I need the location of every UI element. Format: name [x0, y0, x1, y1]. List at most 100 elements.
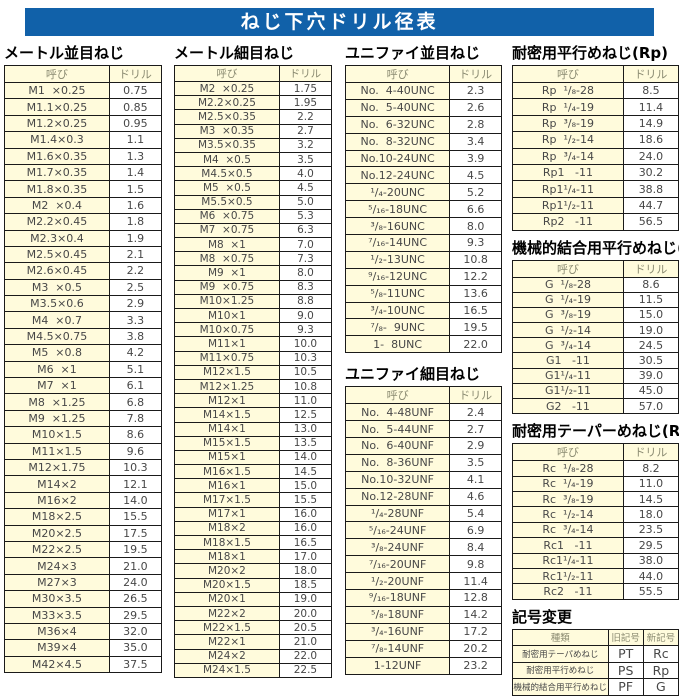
thread-name-cell: G ³/₄-14	[512, 337, 624, 354]
drill-value-cell: 32.0	[108, 622, 163, 641]
thread-name-cell: M3 ×0.5	[4, 278, 110, 297]
table-row: G2 -11 57.0	[512, 398, 679, 415]
table-row: M7 ×0.75 6.3	[174, 222, 333, 239]
table-row: M2.2×0.25 1.95	[174, 95, 333, 111]
drill-value-cell: 14.0	[278, 449, 333, 466]
section-title-symbol-change: 記号変更	[512, 607, 573, 626]
drill-value-cell: 18.5	[278, 577, 333, 593]
drill-value-cell: 5.1	[108, 360, 163, 379]
thread-name-cell: M3.5×0.35	[174, 137, 280, 153]
thread-name-cell: M2.6×0.45	[4, 262, 110, 280]
column-header: ドリル	[449, 386, 502, 405]
thread-name-cell: No.10-32UNF	[344, 470, 451, 489]
table-row: Rc ¹/₄-19 11.0	[512, 475, 679, 492]
thread-name-cell: M11×1.5	[4, 442, 110, 460]
thread-name-cell: ⁹/₁₆-18UNF	[344, 589, 451, 607]
thread-name-cell: M10×1	[174, 307, 280, 324]
section-title-unified-coarse: ユニファイ並目ねじ	[345, 44, 481, 62]
table-row: ¹/₂-20UNF 11.4	[344, 572, 502, 591]
thread-name-cell: ⁷/₈- 9UNC	[344, 318, 451, 337]
thread-name-cell: M1.7×0.35	[4, 163, 110, 182]
drill-value-cell: 14.5	[278, 464, 333, 480]
thread-name-cell: M9 ×1	[174, 265, 280, 281]
thread-name-cell: ⁵/₈-18UNF	[344, 605, 451, 624]
table-row: No.10-32UNF 4.1	[344, 470, 502, 489]
thread-name-cell: M8 ×0.75	[174, 251, 280, 267]
thread-name-cell: Rc ¹/₂-14	[512, 506, 624, 523]
drill-value-cell: 12.5	[278, 407, 333, 423]
table-row: M12×1.5 10.5	[174, 364, 333, 380]
thread-name-cell: M11×1	[174, 336, 280, 352]
drill-value-cell: 21.0	[108, 557, 163, 575]
thread-name-cell: ³/₄-10UNC	[344, 301, 451, 320]
header-row: 呼び ドリル	[344, 65, 502, 83]
thread-name-cell: Rp ³/₈-19	[512, 114, 624, 133]
table-row: M6 ×1 5.1	[4, 360, 163, 379]
thread-name-cell: Rp ¹/₈-28	[512, 81, 624, 100]
table-row: G ³/₈-19 15.0	[512, 306, 679, 324]
thread-name-cell: M2.2×0.45	[4, 213, 110, 231]
thread-name-cell: Rp1¹/₂-11	[512, 196, 624, 215]
table-row: No. 6-40UNF 2.9	[344, 437, 502, 455]
table-row: Rc ³/₄-14 23.5	[512, 521, 679, 539]
header-row: 呼び ドリル	[4, 65, 163, 83]
table-row: Rc ¹/₈-28 8.2	[512, 460, 679, 477]
thread-name-cell: M22×1.5	[174, 620, 280, 636]
thread-name-cell: M12×1.75	[4, 458, 110, 477]
drill-value-cell: 8.2	[622, 460, 679, 477]
thread-name-cell: M2.5×0.45	[4, 245, 110, 264]
thread-name-cell: M1.2×0.25	[4, 114, 110, 133]
thread-name-cell: No. 5-44UNF	[344, 420, 451, 439]
table-row: M22×1.5 20.5	[174, 620, 333, 636]
thread-name-cell: M17×1.5	[174, 492, 280, 508]
table-row: ⁷/₁₆-20UNF 9.8	[344, 555, 502, 574]
column-pipe-threads: 耐密用平行めねじ(Rp) 呼び ドリル Rp ¹/₈-28 8.5 Rp ¹/₄-19 1…	[512, 45, 679, 696]
thread-name-cell: ¹/₂-20UNF	[344, 572, 451, 591]
thread-name-cell: M33×3.5	[4, 606, 110, 624]
thread-name-cell: ¹/₂-13UNC	[344, 250, 451, 269]
thread-name-cell: Rp ¹/₄-19	[512, 98, 624, 116]
table-row: Rc1¹/₄-11 38.0	[512, 552, 679, 569]
drill-value-cell: 29.5	[622, 537, 679, 554]
table-row: G1 -11 30.5	[512, 352, 679, 369]
table-row: M16×1 15.0	[174, 478, 333, 494]
drill-value-cell: 2.7	[278, 123, 333, 139]
table-row: M36×4 32.0	[4, 622, 163, 641]
drill-value-cell: 10.8	[449, 250, 502, 269]
table-row: G ¹/₈-28 8.6	[512, 276, 679, 293]
column-header: 呼び	[512, 65, 624, 83]
table-row: ⁷/₈-14UNF 20.2	[344, 639, 502, 658]
thread-name-cell: M1.6×0.35	[4, 147, 110, 165]
table-row: ⁵/₁₆-18UNC 6.6	[344, 200, 502, 219]
drill-value-cell: 22.5	[278, 662, 333, 678]
thread-name-cell: M2 ×0.25	[174, 80, 280, 97]
table-row: ¹/₄-20UNC 5.2	[344, 183, 502, 202]
drill-value-cell: 35.0	[108, 639, 163, 657]
table-row: Rc2 -11 55.5	[512, 583, 679, 600]
table-row: M18×2.5 15.5	[4, 508, 163, 526]
table-row: ⁵/₈-11UNC 13.6	[344, 284, 502, 303]
table-row: M9 ×1 8.0	[174, 265, 333, 281]
table-row: ⁹/₁₆-12UNC 12.2	[344, 267, 502, 286]
header-row: 呼び ドリル	[512, 259, 679, 278]
table-row: ³/₄-10UNC 16.5	[344, 301, 502, 320]
thread-name-cell: ⁵/₁₆-18UNC	[344, 200, 451, 219]
table-row: 1-12UNF 23.2	[344, 656, 502, 675]
drill-value-cell: 16.0	[278, 520, 333, 537]
drill-value-cell: 4.2	[108, 344, 163, 362]
column-metric-fine: メートル細目ねじ 呼び ドリル M2 ×0.25 1.75 M2.2×0.25 1.95 M…	[174, 45, 333, 678]
table-row: 機械的結合用平行めねじ PF G	[512, 678, 679, 696]
drill-value-cell: 15.5	[278, 492, 333, 508]
table-row: G1¹/₄-11 39.0	[512, 367, 679, 384]
table-row: M4 ×0.5 3.5	[174, 151, 333, 168]
drill-value-cell: 6.1	[108, 377, 163, 395]
table-row: M12×1.75 10.3	[4, 458, 163, 477]
thread-name-cell: M4 ×0.7	[4, 311, 110, 329]
drill-value-cell: 3.4	[449, 132, 502, 151]
thread-name-cell: M6 ×0.75	[174, 208, 280, 224]
drill-value-cell: 2.2	[278, 109, 333, 125]
drill-value-cell: 7.3	[278, 251, 333, 267]
table-row: M20×1.5 18.5	[174, 577, 333, 593]
table-row: M22×1 21.0	[174, 634, 333, 650]
header-row: 呼び ドリル	[512, 443, 679, 462]
